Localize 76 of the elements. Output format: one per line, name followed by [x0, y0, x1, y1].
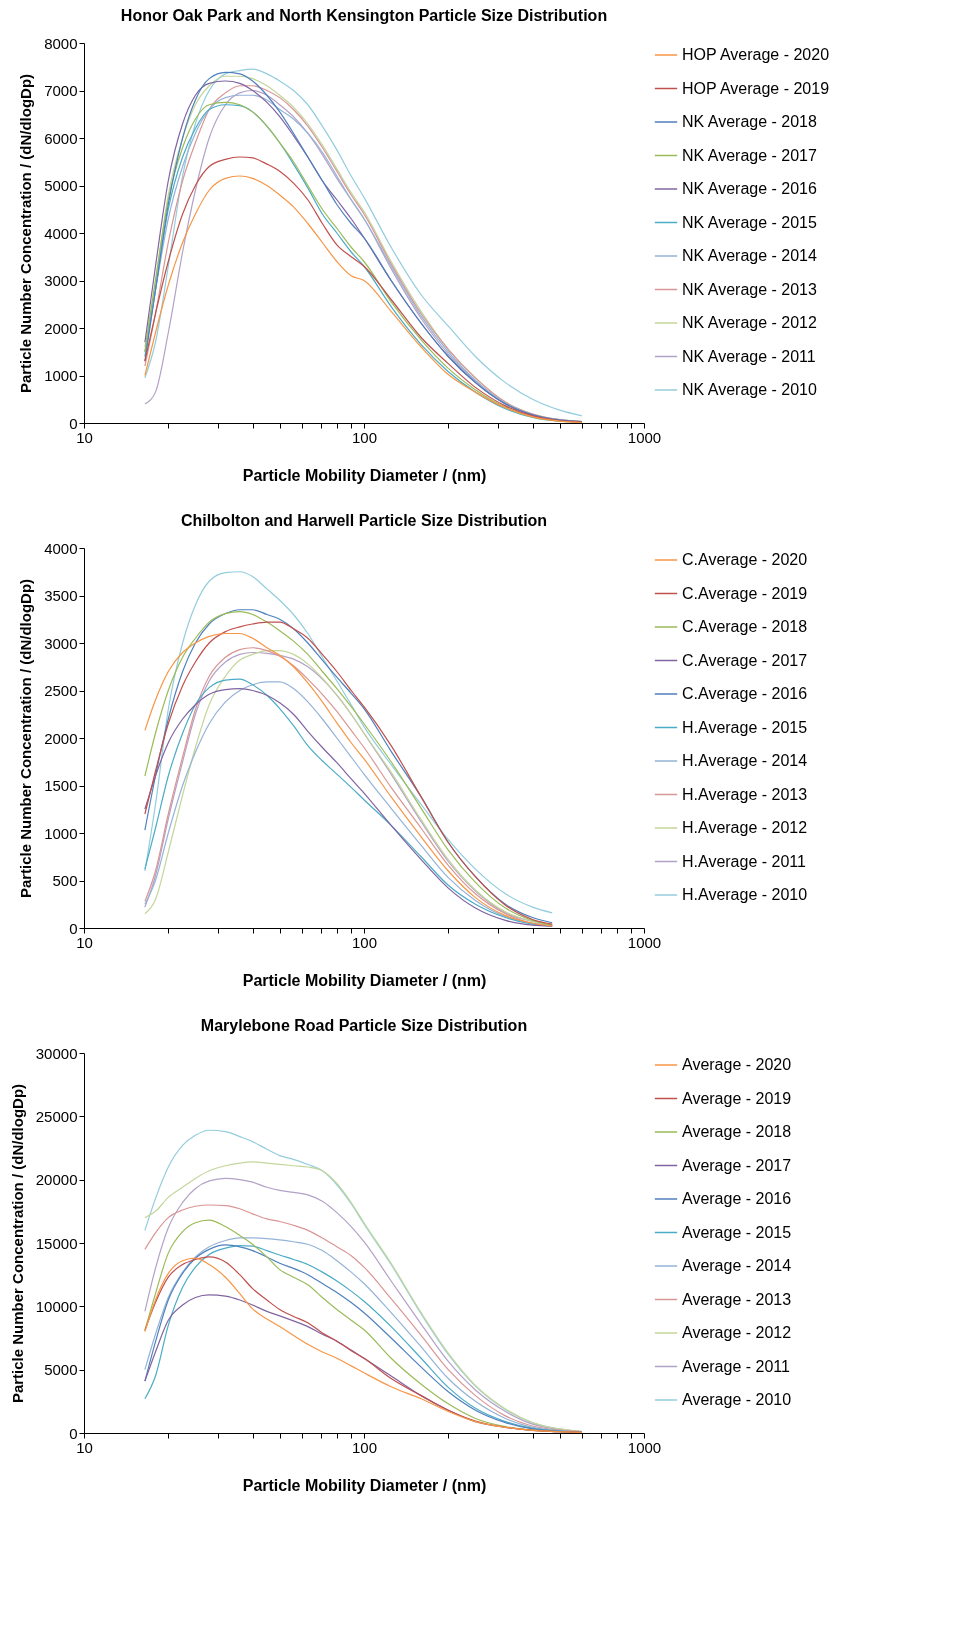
y-tick-label: 3000 — [44, 634, 78, 652]
y-tick-label: 25000 — [35, 1107, 78, 1125]
legend-label: Average - 2020 — [682, 1056, 792, 1073]
y-tick-label: 3500 — [44, 587, 78, 604]
y-tick-label: 30000 — [35, 1044, 78, 1062]
y-tick-label: 20000 — [35, 1171, 78, 1189]
legend-label: Average - 2012 — [682, 1324, 792, 1341]
y-axis-title: Particle Number Concentration / (dN/dlogDp) — [17, 73, 35, 394]
legend-label: C.Average - 2020 — [682, 551, 808, 568]
legend-label: NK Average - 2013 — [682, 280, 818, 298]
y-tick-label: 8000 — [44, 34, 78, 52]
legend-label: Average - 2013 — [682, 1290, 792, 1308]
y-tick-label: 1000 — [44, 367, 78, 384]
x-tick-label: 100 — [351, 933, 378, 951]
x-tick-label: 100 — [351, 1438, 378, 1456]
legend-label: Average - 2016 — [682, 1190, 792, 1207]
legend-label: NK Average - 2017 — [682, 146, 818, 164]
legend-label: Average - 2018 — [682, 1123, 792, 1140]
y-tick-label: 7000 — [44, 82, 78, 99]
legend-label: HOP Average - 2019 — [682, 79, 830, 97]
legend-label: H.Average - 2010 — [682, 886, 808, 903]
y-tick-label: 4000 — [44, 224, 78, 242]
x-tick-label: 10 — [76, 933, 93, 951]
y-tick-label: 5000 — [44, 1361, 78, 1379]
legend-label: HOP Average - 2020 — [682, 46, 830, 63]
legend-label: NK Average - 2011 — [682, 347, 816, 365]
y-axis-title: Particle Number Concentration / (dN/dlogDp) — [17, 578, 35, 899]
legend-label: NK Average - 2018 — [682, 113, 818, 130]
x-tick-label: 1000 — [627, 1438, 662, 1456]
y-tick-label: 10000 — [35, 1297, 78, 1315]
legend-label: NK Average - 2015 — [682, 213, 818, 231]
legend-label: Average - 2017 — [682, 1156, 792, 1174]
y-tick-label: 3000 — [44, 272, 78, 289]
legend-label: Average - 2015 — [682, 1223, 792, 1241]
legend-label: Average - 2011 — [682, 1357, 791, 1375]
y-tick-label: 0 — [69, 414, 78, 432]
legend-label: Average - 2014 — [682, 1257, 792, 1274]
y-tick-label: 1000 — [44, 824, 78, 842]
y-tick-label: 5000 — [44, 177, 78, 194]
legend-label: C.Average - 2018 — [682, 618, 808, 635]
legend-label: H.Average - 2015 — [682, 718, 808, 736]
chart-title: Honor Oak Park and North Kensington Particle Size Distribution — [120, 7, 608, 24]
y-tick-label: 0 — [69, 1424, 78, 1442]
legend-label: NK Average - 2010 — [682, 381, 818, 398]
x-axis-title: Particle Mobility Diameter / (nm) — [242, 466, 487, 484]
x-tick-label: 1000 — [627, 933, 662, 951]
y-axis-title: Particle Number Concentration / (dN/dlogDp) — [8, 1083, 26, 1404]
legend-label: NK Average - 2016 — [682, 180, 818, 197]
legend-label: Average - 2010 — [682, 1391, 792, 1408]
legend-label: NK Average - 2012 — [682, 314, 818, 331]
legend-label: Average - 2019 — [682, 1089, 792, 1107]
legend-label: H.Average - 2012 — [682, 819, 808, 836]
y-tick-label: 500 — [52, 872, 78, 889]
chart-title: Chilbolton and Harwell Particle Size Distribution — [180, 512, 548, 529]
legend-label: H.Average - 2011 — [682, 852, 807, 870]
x-tick-label: 1000 — [627, 428, 662, 446]
legend-label: C.Average - 2017 — [682, 651, 808, 669]
x-tick-label: 10 — [76, 428, 93, 446]
y-tick-label: 6000 — [44, 129, 78, 147]
y-tick-label: 2500 — [44, 682, 78, 699]
legend-label: C.Average - 2019 — [682, 584, 808, 602]
legend-label: H.Average - 2013 — [682, 785, 808, 803]
y-tick-label: 15000 — [35, 1234, 78, 1252]
x-tick-label: 100 — [351, 428, 378, 446]
legend-label: NK Average - 2014 — [682, 247, 818, 264]
y-tick-label: 0 — [69, 919, 78, 937]
legend-label: C.Average - 2016 — [682, 685, 808, 702]
y-tick-label: 2000 — [44, 729, 78, 747]
y-tick-label: 2000 — [44, 319, 78, 337]
x-axis-title: Particle Mobility Diameter / (nm) — [242, 1476, 487, 1494]
legend-label: H.Average - 2014 — [682, 752, 808, 769]
chart-title: Marylebone Road Particle Size Distribution — [200, 1017, 528, 1034]
y-tick-label: 4000 — [44, 539, 78, 557]
y-tick-label: 1500 — [44, 777, 78, 794]
x-axis-title: Particle Mobility Diameter / (nm) — [242, 971, 487, 989]
x-tick-label: 10 — [76, 1438, 93, 1456]
